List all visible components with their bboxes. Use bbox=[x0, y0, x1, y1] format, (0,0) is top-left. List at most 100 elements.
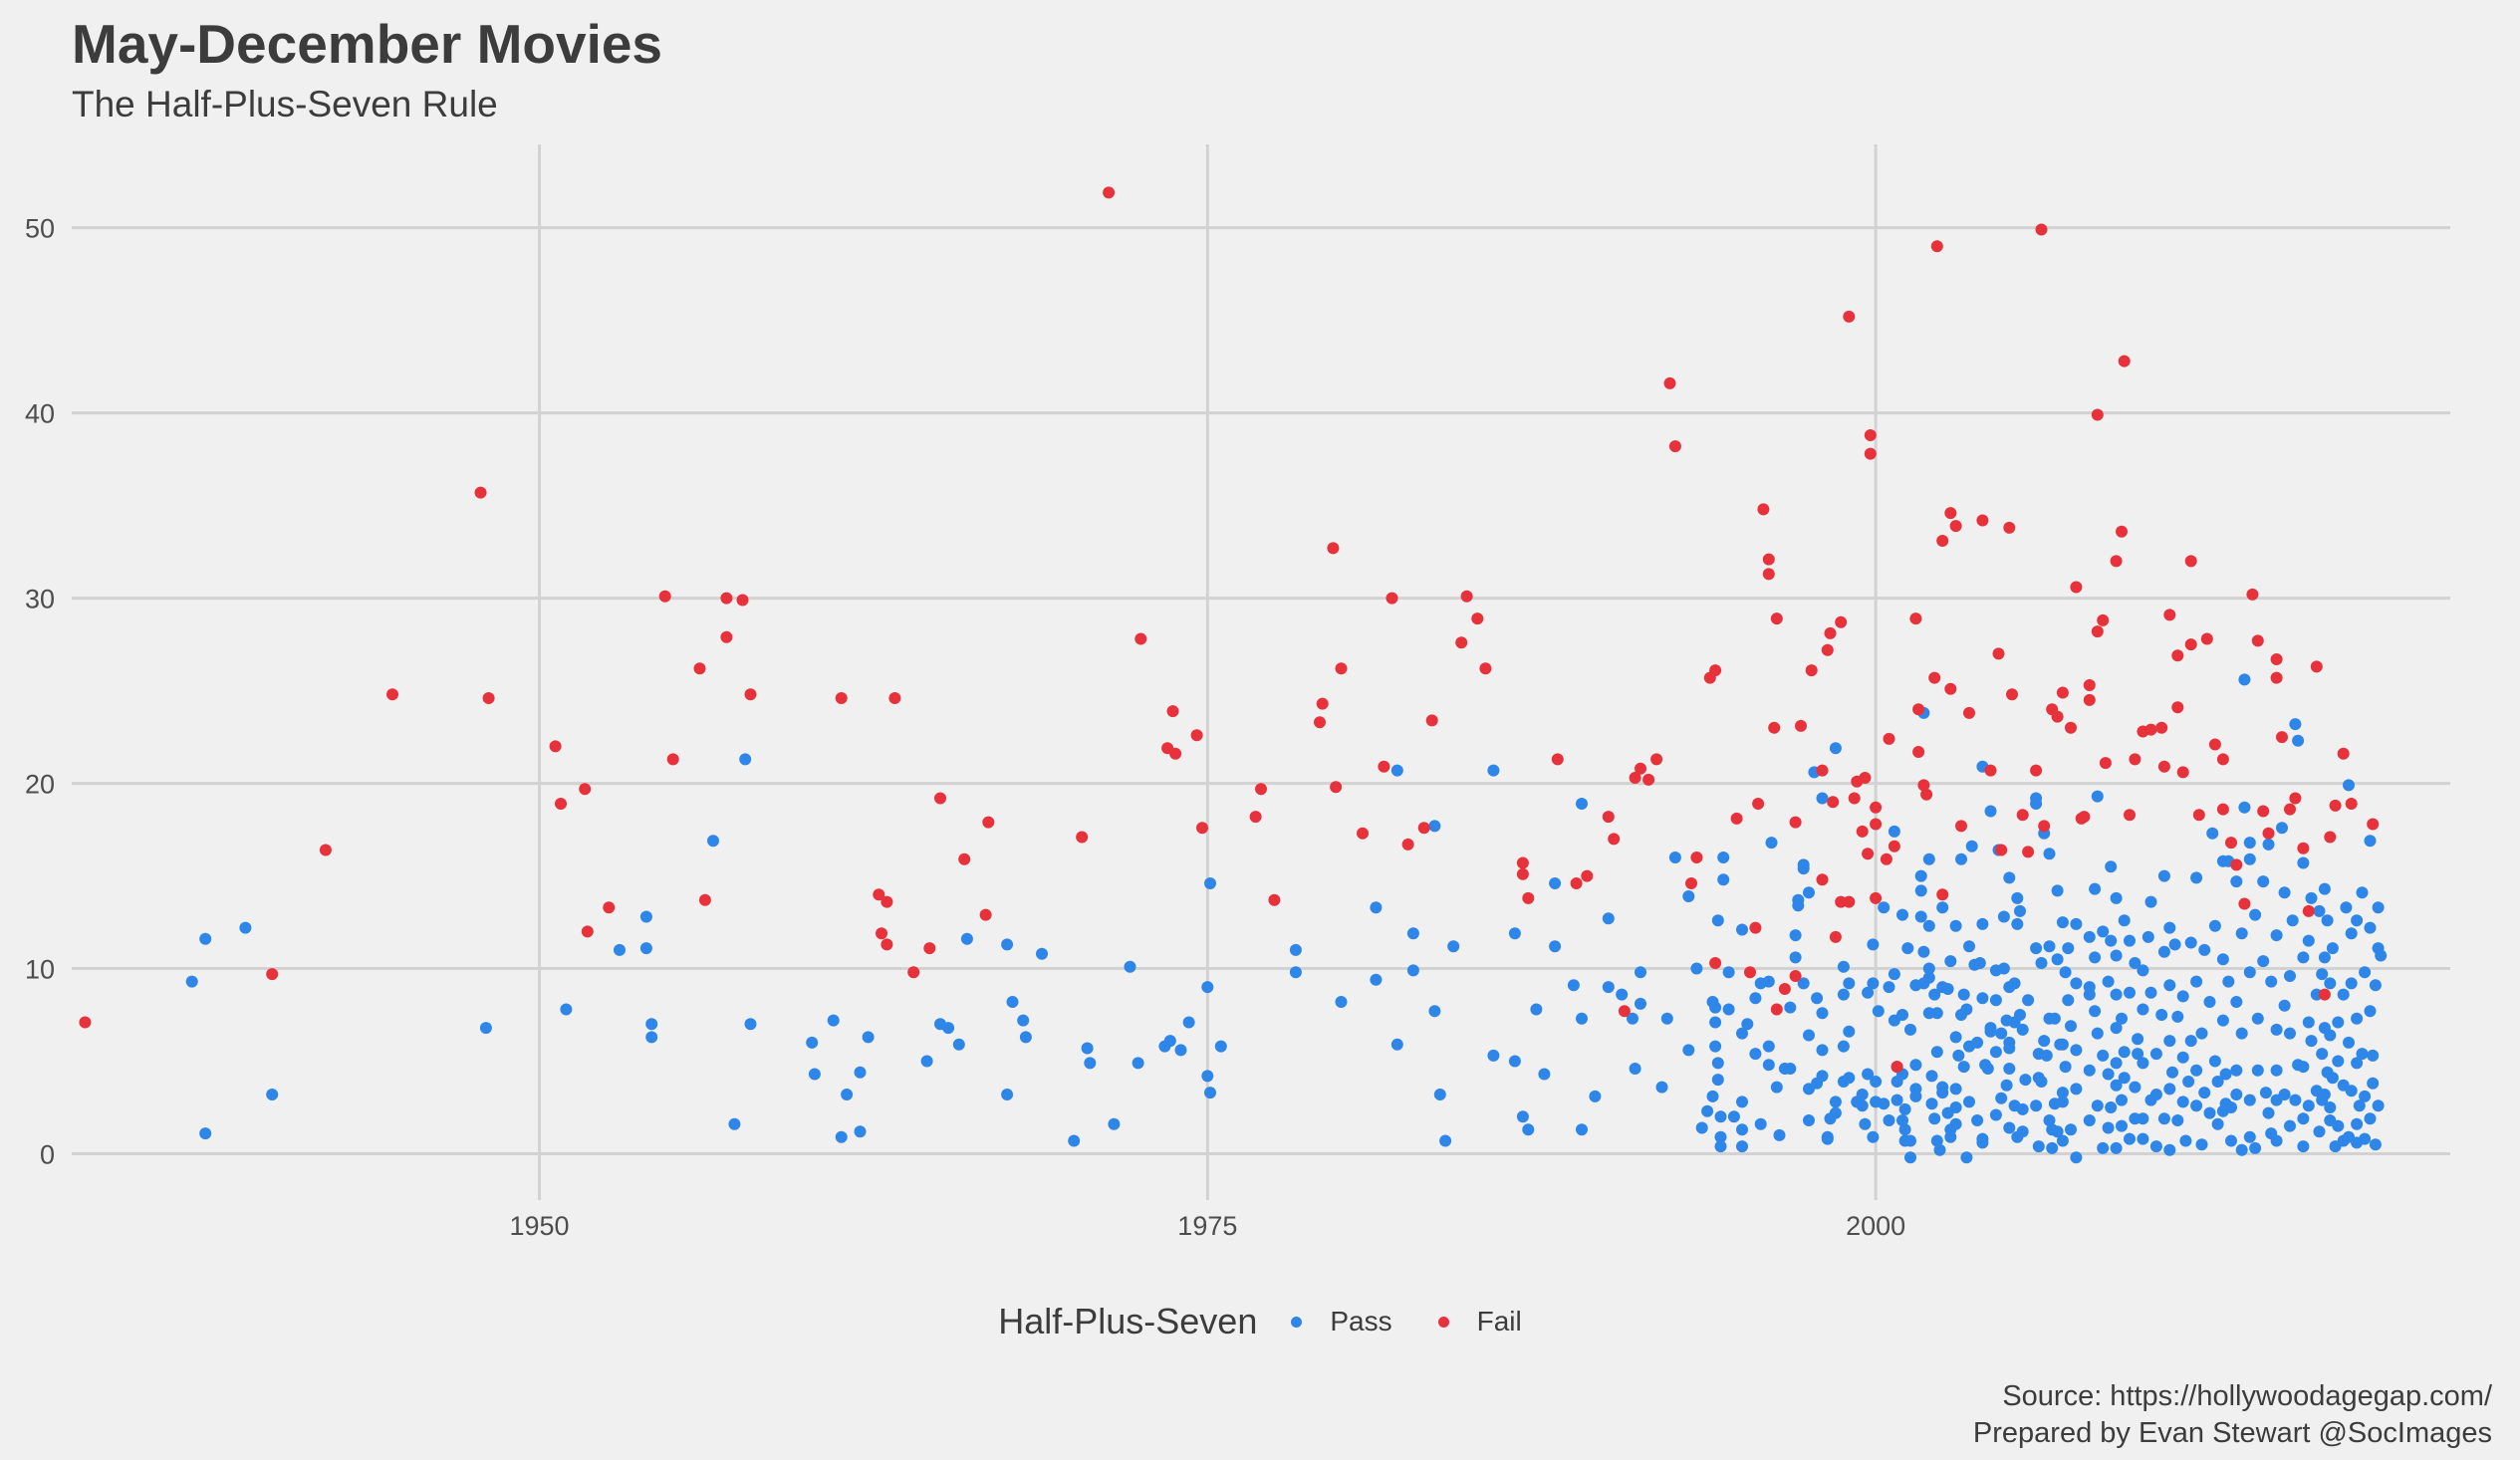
point-pass bbox=[2289, 718, 2302, 731]
point-fail bbox=[1314, 716, 1326, 729]
point-pass bbox=[1701, 1104, 1714, 1117]
point-pass bbox=[841, 1089, 854, 1100]
point-fail bbox=[2192, 809, 2205, 822]
legend-fail-label: Fail bbox=[1476, 1306, 1522, 1337]
point-pass bbox=[2097, 1141, 2110, 1154]
point-pass bbox=[1174, 1044, 1187, 1057]
point-pass bbox=[2110, 988, 2123, 1001]
point-pass bbox=[2070, 977, 2083, 990]
point-fail bbox=[549, 740, 562, 753]
point-pass bbox=[1995, 1092, 2008, 1104]
point-pass bbox=[2278, 886, 2291, 899]
point-pass bbox=[2351, 1117, 2364, 1130]
point-pass bbox=[2318, 951, 2331, 964]
point-pass bbox=[2243, 852, 2256, 865]
point-fail bbox=[1762, 553, 1775, 566]
chart-subtitle: The Half-Plus-Seven Rule bbox=[72, 84, 498, 124]
point-pass bbox=[2359, 1132, 2372, 1145]
point-fail bbox=[1856, 825, 1869, 838]
point-pass bbox=[1754, 1117, 1767, 1130]
point-pass bbox=[952, 1038, 965, 1051]
point-pass bbox=[1036, 947, 1048, 960]
point-pass bbox=[1936, 901, 1949, 914]
point-fail bbox=[2337, 747, 2350, 760]
point-pass bbox=[560, 1003, 573, 1016]
point-pass bbox=[2070, 1044, 2083, 1057]
point-fail bbox=[2367, 818, 2380, 831]
point-pass bbox=[728, 1117, 741, 1130]
point-pass bbox=[1549, 877, 1562, 889]
point-pass bbox=[2000, 1079, 2013, 1092]
point-fail bbox=[2078, 811, 2091, 824]
point-pass bbox=[2367, 1049, 2380, 1062]
point-fail bbox=[1744, 966, 1756, 979]
point-fail bbox=[474, 486, 487, 499]
point-fail bbox=[698, 893, 711, 906]
point-pass bbox=[2351, 1012, 2364, 1025]
point-pass bbox=[1682, 1044, 1695, 1057]
point-pass bbox=[2340, 901, 2353, 914]
point-pass bbox=[2065, 1123, 2077, 1136]
point-pass bbox=[1914, 910, 1927, 923]
point-pass bbox=[2278, 1089, 2291, 1100]
point-pass bbox=[2168, 938, 2181, 951]
point-pass bbox=[2118, 1046, 2131, 1059]
point-pass bbox=[2332, 1016, 2345, 1029]
point-pass bbox=[2364, 1005, 2377, 1018]
point-fail bbox=[1709, 664, 1722, 677]
point-pass bbox=[2369, 979, 2382, 992]
point-fail bbox=[1460, 590, 1473, 603]
point-pass bbox=[1447, 940, 1460, 953]
point-pass bbox=[1635, 997, 1646, 1010]
point-pass bbox=[1936, 1081, 1949, 1094]
point-pass bbox=[1984, 1022, 1997, 1035]
point-fail bbox=[1602, 811, 1615, 824]
point-pass bbox=[2372, 901, 2385, 914]
point-fail bbox=[934, 792, 946, 805]
point-fail bbox=[2144, 723, 2157, 736]
point-pass bbox=[2211, 1117, 2224, 1130]
point-pass bbox=[1997, 910, 2010, 923]
point-pass bbox=[2144, 895, 2157, 908]
point-pass bbox=[1867, 938, 1880, 951]
point-pass bbox=[2332, 1055, 2345, 1068]
point-pass bbox=[1567, 979, 1580, 992]
point-pass bbox=[1627, 1012, 1638, 1025]
point-fail bbox=[1268, 893, 1281, 906]
point-pass bbox=[2190, 1064, 2203, 1077]
point-pass bbox=[1390, 764, 1403, 777]
point-fail bbox=[1827, 796, 1840, 809]
point-fail bbox=[1618, 1005, 1631, 1018]
point-pass bbox=[2097, 1049, 2110, 1062]
point-pass bbox=[739, 753, 752, 766]
point-fail bbox=[720, 592, 733, 605]
point-pass bbox=[2351, 1057, 2364, 1070]
point-pass bbox=[1081, 1042, 1094, 1055]
point-pass bbox=[2208, 919, 2221, 932]
point-fail bbox=[907, 966, 920, 979]
point-fail bbox=[1386, 592, 1398, 605]
point-pass bbox=[1867, 977, 1880, 990]
point-pass bbox=[2171, 1010, 2184, 1023]
point-pass bbox=[2019, 1074, 2032, 1087]
point-pass bbox=[2302, 1099, 2315, 1112]
point-pass bbox=[1925, 1097, 1938, 1110]
point-pass bbox=[2046, 1141, 2059, 1154]
point-fail bbox=[1357, 827, 1369, 840]
legend-item-fail: Fail bbox=[1437, 1306, 1522, 1338]
point-fail bbox=[2324, 831, 2337, 844]
point-pass bbox=[2326, 1072, 2339, 1085]
point-pass bbox=[1997, 962, 2010, 975]
point-pass bbox=[1896, 1009, 1908, 1021]
point-pass bbox=[1714, 1110, 1727, 1123]
point-pass bbox=[2124, 986, 2136, 999]
point-pass bbox=[2375, 949, 2388, 962]
point-pass bbox=[2051, 884, 2064, 897]
point-fail bbox=[603, 901, 616, 914]
point-pass bbox=[2043, 1114, 2056, 1126]
point-pass bbox=[1706, 1090, 1719, 1102]
point-pass bbox=[2321, 914, 2334, 927]
point-fail bbox=[1995, 844, 2008, 856]
point-pass bbox=[2195, 1138, 2208, 1151]
point-pass bbox=[1335, 996, 1348, 1008]
